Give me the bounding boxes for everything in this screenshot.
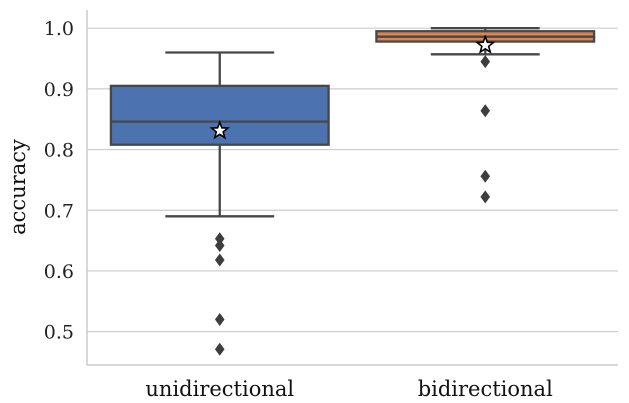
- y-axis-label: accuracy: [6, 139, 30, 235]
- y-tick-labels: 0.5 0.6 0.7 0.8 0.9 1.0: [44, 18, 74, 343]
- box-iqr: [109, 84, 330, 146]
- y-tick-label: 0.9: [44, 79, 74, 101]
- outlier-point: [214, 342, 225, 356]
- plot-area: [87, 10, 618, 365]
- mean-marker: [209, 120, 230, 140]
- outlier-point: [214, 253, 225, 267]
- y-tick-label: 0.5: [44, 322, 74, 344]
- x-tick-labels: unidirectional bidirectional: [145, 377, 553, 401]
- boxes: [109, 27, 596, 356]
- box-unidirectional: [109, 51, 330, 356]
- x-tick-label: bidirectional: [418, 377, 553, 401]
- outlier-point: [214, 232, 225, 246]
- outlier-point: [480, 190, 491, 204]
- box-bidirectional: [375, 27, 596, 204]
- y-tick-label: 0.7: [44, 200, 74, 222]
- outlier-point: [480, 104, 491, 118]
- x-tick-label: unidirectional: [145, 377, 294, 401]
- y-tick-label: 1.0: [44, 18, 74, 40]
- outlier-point: [214, 238, 225, 252]
- y-tick-label: 0.8: [44, 140, 74, 162]
- axes-frame: [86, 10, 618, 366]
- y-tick-label: 0.6: [44, 261, 74, 283]
- mean-marker: [475, 34, 496, 54]
- outlier-point: [480, 55, 491, 69]
- outlier-point: [214, 312, 225, 326]
- outlier-point: [480, 169, 491, 183]
